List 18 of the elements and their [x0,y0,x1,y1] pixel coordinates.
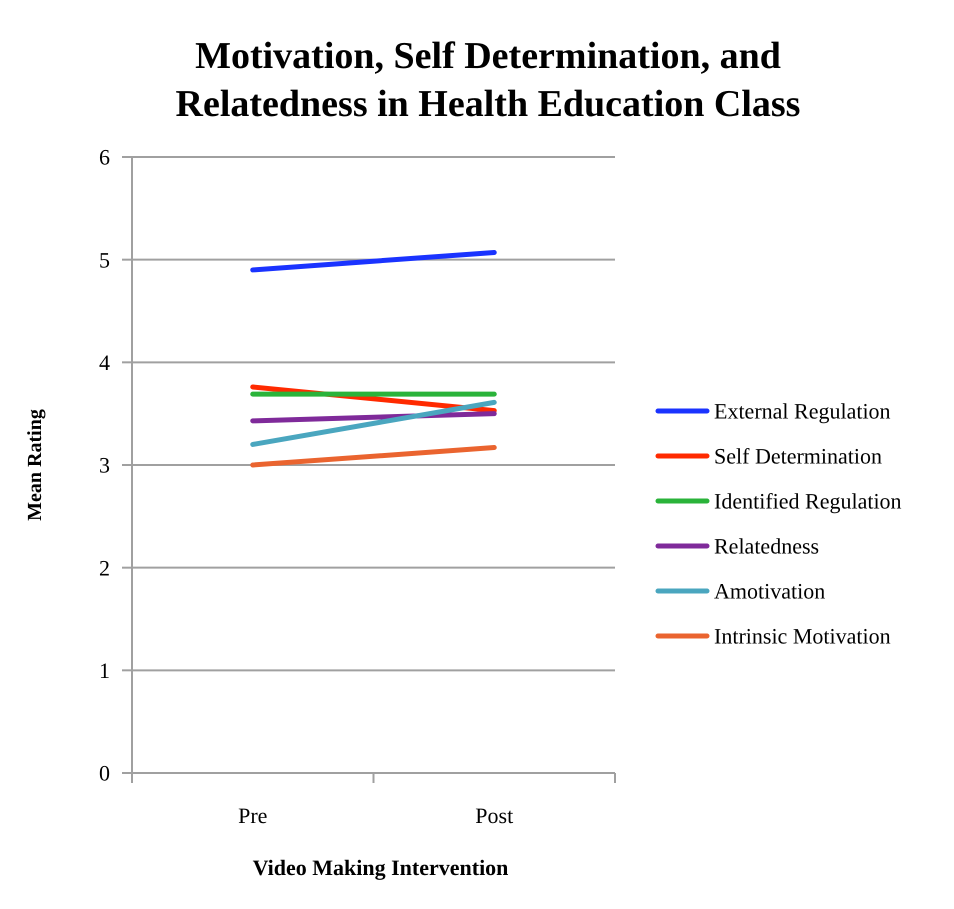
legend-label: Amotivation [714,578,826,604]
legend-label: External Regulation [714,398,891,424]
y-tick-label: 3 [99,452,110,478]
y-tick-label: 2 [99,555,110,580]
x-tick-label: Post [475,803,514,828]
legend-label: Relatedness [714,534,820,559]
y-tick-label: 5 [99,247,110,272]
y-axis-title: Mean Rating [24,409,46,521]
chart-title: Motivation, Self Determination, and Relatedness in Health Education Class [176,35,800,125]
y-tick-label: 0 [99,760,110,786]
x-axis-title: Video Making Intervention [252,855,508,880]
x-tick-label: Pre [238,803,268,828]
y-tick-label: 6 [99,144,110,170]
y-tick-label: 1 [99,658,110,684]
legend-label: Intrinsic Motivation [714,624,891,649]
legend-label: Self Determination [714,444,882,469]
legend-label: Identified Regulation [714,488,902,514]
y-tick-label: 4 [99,350,110,376]
